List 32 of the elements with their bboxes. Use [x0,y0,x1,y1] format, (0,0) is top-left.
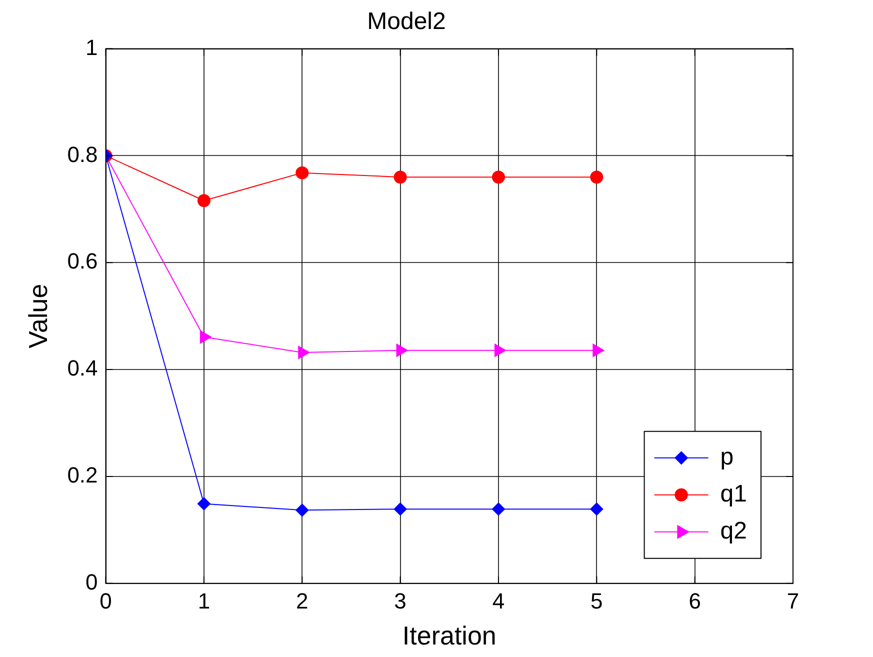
point [394,170,407,184]
point [492,170,505,184]
x-tick-label: 1 [198,588,210,614]
x-tick-label: 2 [296,588,308,614]
chart-title: Model2 [367,8,446,36]
x-tick-label: 5 [590,588,603,614]
point [197,194,210,208]
x-tick-label: 3 [394,588,406,614]
y-tick-label: 0.8 [67,142,98,167]
x-tick-label: 7 [786,588,800,614]
point [200,330,212,344]
legend-label: p [720,444,734,471]
legend-label: q1 [720,480,748,508]
x-tick-label: 6 [688,588,701,614]
y-tick-label: 0 [86,569,98,594]
y-tick-label: 1 [86,34,98,60]
x-tick-label: 4 [492,588,505,614]
y-tick-label: 0.4 [67,356,98,381]
point [394,502,407,516]
y-axis-title: Value [22,284,53,348]
legend-label: q2 [720,518,748,545]
point [590,170,604,184]
point [197,497,210,510]
x-axis-title: Iteration [402,620,496,651]
point [296,166,309,180]
y-tick-label: 0.6 [67,248,98,274]
point [590,502,604,516]
point [296,504,309,517]
point [492,502,505,516]
point [494,344,506,357]
point [396,344,408,357]
y-tick-label: 0.2 [67,462,98,488]
